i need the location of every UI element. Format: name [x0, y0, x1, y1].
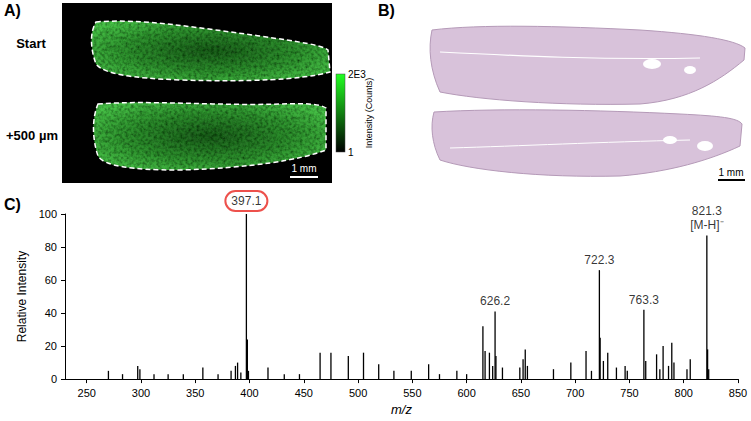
svg-text:1: 1	[348, 147, 354, 158]
svg-text:Start: Start	[16, 36, 46, 51]
svg-text:626.2: 626.2	[480, 294, 510, 308]
svg-text:350: 350	[186, 387, 204, 399]
svg-text:20: 20	[45, 340, 57, 352]
svg-text:397.1: 397.1	[231, 194, 261, 208]
svg-text:550: 550	[403, 387, 421, 399]
svg-text:250: 250	[78, 387, 96, 399]
svg-text:763.3: 763.3	[629, 293, 659, 307]
svg-text:60: 60	[45, 274, 57, 286]
svg-text:Relative Intensity: Relative Intensity	[15, 251, 29, 342]
svg-text:1 mm: 1 mm	[719, 167, 744, 178]
svg-text:722.3: 722.3	[584, 253, 614, 267]
svg-text:[M-H]⁻: [M-H]⁻	[690, 218, 723, 232]
svg-text:+500 µm: +500 µm	[6, 128, 58, 143]
svg-text:700: 700	[566, 387, 584, 399]
svg-text:600: 600	[457, 387, 475, 399]
svg-text:821.3: 821.3	[692, 204, 722, 218]
svg-text:750: 750	[620, 387, 638, 399]
svg-text:m/z: m/z	[391, 402, 412, 417]
svg-text:100: 100	[39, 208, 57, 220]
svg-text:C): C)	[4, 196, 21, 213]
svg-text:0: 0	[51, 373, 57, 385]
svg-text:2E3: 2E3	[348, 69, 366, 80]
svg-text:1 mm: 1 mm	[292, 163, 317, 174]
svg-text:650: 650	[512, 387, 530, 399]
svg-text:850: 850	[729, 387, 747, 399]
svg-text:Intensity (Counts): Intensity (Counts)	[364, 78, 374, 149]
svg-text:80: 80	[45, 241, 57, 253]
svg-text:400: 400	[240, 387, 258, 399]
svg-text:B): B)	[378, 2, 395, 19]
svg-text:A): A)	[4, 2, 21, 19]
svg-text:300: 300	[132, 387, 150, 399]
svg-text:800: 800	[675, 387, 693, 399]
svg-text:450: 450	[295, 387, 313, 399]
svg-text:40: 40	[45, 307, 57, 319]
svg-text:500: 500	[349, 387, 367, 399]
